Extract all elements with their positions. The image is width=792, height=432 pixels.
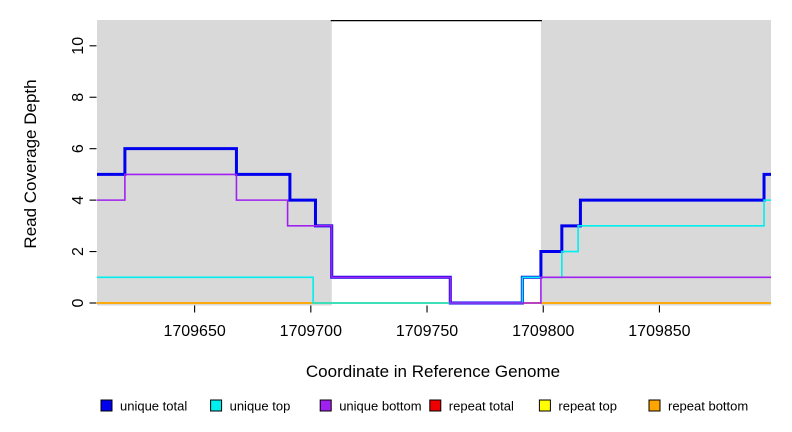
legend-label-unique-total: unique total bbox=[120, 399, 187, 414]
legend-swatch-unique-total bbox=[100, 399, 113, 412]
legend-swatch-repeat-top bbox=[538, 399, 551, 412]
y-tick-label: 6 bbox=[70, 144, 87, 153]
y-tick-label: 4 bbox=[70, 196, 87, 205]
shaded-region bbox=[97, 20, 332, 306]
x-tick-label: 1709800 bbox=[512, 323, 574, 340]
legend-swatch-unique-bottom bbox=[319, 399, 332, 412]
legend-label-repeat-top: repeat top bbox=[558, 399, 617, 414]
x-tick-label: 1709650 bbox=[163, 323, 225, 340]
y-tick-label: 0 bbox=[70, 298, 87, 307]
legend-label-repeat-total: repeat total bbox=[449, 399, 514, 414]
y-tick-label: 10 bbox=[70, 37, 87, 55]
series-line-unique-bottom bbox=[97, 173, 771, 304]
series-line-unique-top bbox=[97, 199, 771, 304]
y-tick-label: 2 bbox=[70, 247, 87, 256]
x-tick-label: 1709700 bbox=[280, 323, 342, 340]
shaded-region bbox=[540, 20, 771, 306]
plot-background bbox=[97, 19, 771, 306]
legend-swatch-unique-top bbox=[210, 399, 223, 412]
legend-swatch-repeat-bottom bbox=[648, 399, 661, 412]
x-tick-label: 1709850 bbox=[628, 323, 690, 340]
y-axis-label: Read Coverage Depth bbox=[21, 79, 40, 248]
x-tick-label: 1709750 bbox=[396, 323, 458, 340]
x-axis-label: Coordinate in Reference Genome bbox=[306, 362, 560, 381]
y-tick-label: 8 bbox=[70, 93, 87, 102]
legend-label-unique-bottom: unique bottom bbox=[339, 399, 421, 414]
chart-legend: unique total unique top unique bottom repea… bbox=[100, 399, 748, 414]
legend-label-unique-top: unique top bbox=[230, 399, 291, 414]
legend-swatch-repeat-total bbox=[429, 399, 442, 412]
series-lines bbox=[97, 147, 771, 305]
axes: 1709650 1709700 1709750 1709800 1709850 0 2 4 6 8… bbox=[70, 37, 691, 340]
legend-label-repeat-bottom: repeat bottom bbox=[668, 399, 748, 414]
